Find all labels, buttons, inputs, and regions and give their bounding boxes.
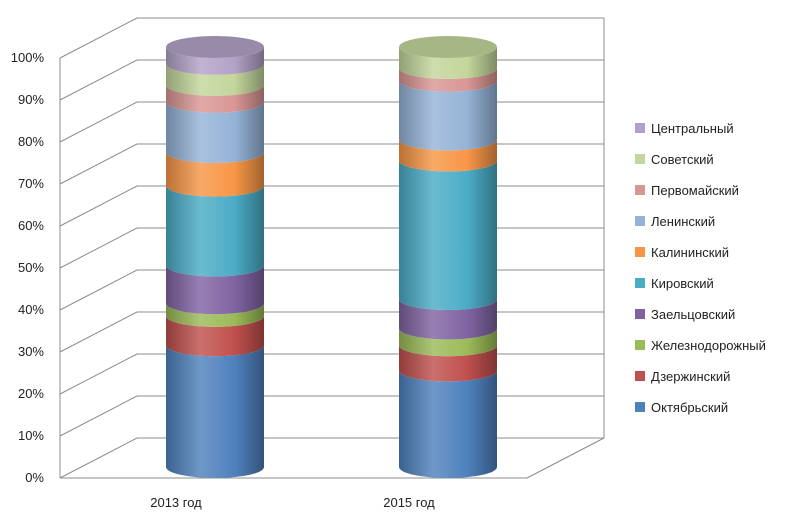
legend-item: Первомайский [635, 183, 739, 198]
bar-segment [166, 47, 264, 75]
gridlines [59, 17, 605, 479]
bar-segment [399, 139, 497, 172]
x-tick-label: 2015 год [383, 495, 435, 510]
y-tick-label: 20% [18, 386, 44, 401]
legend: Центральный Советский Первомайский Ленински… [635, 121, 766, 415]
bar-segment [399, 328, 497, 357]
bar-segment [166, 265, 264, 315]
legend-label: Калининский [651, 245, 729, 260]
legend-item: Ленинский [635, 214, 715, 229]
legend-item: Центральный [635, 121, 734, 136]
legend-item: Советский [635, 152, 714, 167]
y-tick-label: 80% [18, 134, 44, 149]
bar-segment [166, 84, 264, 113]
gridline-side [59, 101, 138, 143]
legend-label: Заельцовский [651, 307, 735, 322]
gridline-side [59, 227, 138, 269]
bar-segment [399, 160, 497, 310]
legend-item: Октябрьский [635, 400, 728, 415]
legend-label: Первомайский [651, 183, 739, 198]
y-tick-label: 90% [18, 92, 44, 107]
bar-top-cap [399, 36, 497, 58]
legend-item: Дзержинский [635, 369, 730, 384]
legend-label: Кировский [651, 276, 714, 291]
y-axis-ticks: 0% 10% 20% 30% 40% 50% 60% 70% 80% 90% 100% [11, 50, 45, 485]
legend-swatch [635, 123, 645, 133]
bar-segment [166, 63, 264, 96]
legend-item: Заельцовский [635, 307, 735, 322]
legend-swatch [635, 247, 645, 257]
gridline-side [59, 143, 138, 185]
legend-swatch [635, 278, 645, 288]
x-axis-ticks: 2013 год 2015 год [150, 495, 435, 510]
legend-label: Ленинский [651, 214, 715, 229]
legend-swatch [635, 402, 645, 412]
gridline-side [59, 437, 138, 479]
bar-segment [399, 47, 497, 79]
gridline-side [59, 395, 138, 437]
legend-label: Советский [651, 152, 714, 167]
bar-segment [166, 152, 264, 197]
y-tick-label: 30% [18, 344, 44, 359]
legend-label: Дзержинский [651, 369, 730, 384]
legend-item: Кировский [635, 276, 714, 291]
legend-item: Железнодорожный [635, 338, 766, 353]
legend-label: Железнодорожный [651, 338, 766, 353]
gridline-side [59, 269, 138, 311]
legend-swatch [635, 154, 645, 164]
legend-swatch [635, 340, 645, 350]
bar-segment [399, 299, 497, 340]
bar-segment [166, 345, 264, 478]
bar-segment [166, 101, 264, 163]
bar-segment [399, 80, 497, 151]
bar-segment [166, 185, 264, 277]
y-tick-label: 70% [18, 176, 44, 191]
bar-segment [399, 370, 497, 478]
y-tick-label: 40% [18, 302, 44, 317]
bar-segment [166, 303, 264, 327]
y-tick-label: 0% [25, 470, 44, 485]
bar-top-cap [166, 36, 264, 58]
legend-label: Октябрьский [651, 400, 728, 415]
y-tick-label: 10% [18, 428, 44, 443]
bar-segment [399, 345, 497, 382]
bar-segment [166, 315, 264, 357]
legend-label: Центральный [651, 121, 734, 136]
legend-swatch [635, 309, 645, 319]
y-tick-label: 50% [18, 260, 44, 275]
floor-right-edge [526, 437, 605, 479]
legend-item: Калининский [635, 245, 729, 260]
gridline-side [59, 59, 138, 101]
y-tick-label: 100% [11, 50, 45, 65]
bar-segment [399, 68, 497, 92]
x-tick-label: 2013 год [150, 495, 202, 510]
legend-swatch [635, 371, 645, 381]
bars [166, 36, 497, 478]
gridline-side [59, 353, 138, 395]
gridline-side [59, 17, 138, 59]
gridline-side [59, 311, 138, 353]
legend-swatch [635, 185, 645, 195]
y-tick-label: 60% [18, 218, 44, 233]
legend-swatch [635, 216, 645, 226]
gridline-side [59, 185, 138, 227]
